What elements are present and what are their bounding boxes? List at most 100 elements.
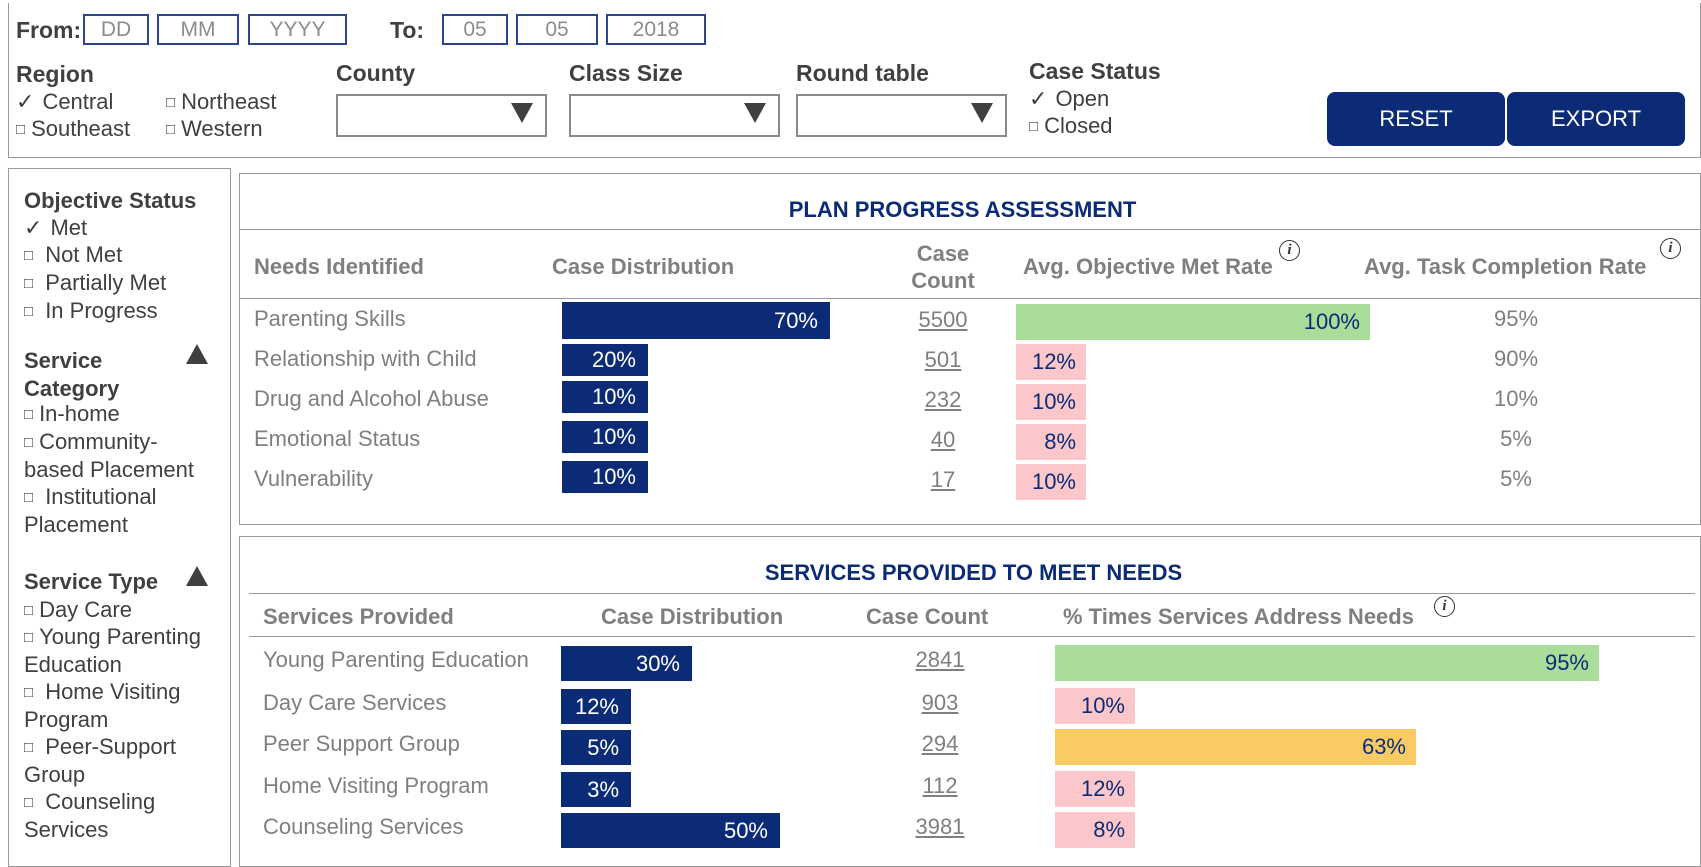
collapse-triangle-icon[interactable]: [186, 566, 208, 586]
region-option-western[interactable]: □ Western: [166, 116, 263, 142]
objective-met-rate-bar: 100%: [1016, 304, 1370, 340]
checkmark-icon: ✓: [24, 215, 43, 240]
from-month-field[interactable]: MM: [157, 14, 239, 45]
case-count-link[interactable]: 501: [924, 347, 962, 372]
service-type-option-home-visiting[interactable]: □ Home Visiting Program: [24, 678, 181, 733]
from-label: From:: [16, 17, 82, 43]
class-size-label: Class Size: [569, 60, 683, 86]
service-category-label-line: Service: [24, 348, 103, 373]
case-count-link[interactable]: 2841: [915, 647, 965, 672]
service-category-option-in-home[interactable]: □ In-home: [24, 400, 120, 428]
case-distribution-bar: 20%: [562, 344, 648, 376]
case-distribution-bar: 50%: [561, 813, 780, 848]
export-button[interactable]: EXPORT: [1507, 92, 1685, 146]
task-completion-rate: 10%: [1493, 386, 1539, 411]
checkbox-icon: □: [24, 629, 34, 646]
service-type-option-young-parenting[interactable]: □ Young Parenting Education: [24, 623, 201, 678]
service-type-option-label: Program: [24, 707, 109, 732]
service-label: Peer Support Group: [263, 731, 460, 756]
case-count-link[interactable]: 112: [922, 773, 958, 798]
region-option-northeast[interactable]: □ Northeast: [166, 89, 276, 115]
header-case-count: Case Count: [903, 240, 983, 294]
task-completion-rate: 95%: [1493, 306, 1539, 331]
address-needs-bar: 63%: [1055, 729, 1416, 765]
collapse-triangle-icon[interactable]: [186, 344, 208, 364]
case-distribution-bar: 12%: [561, 689, 631, 724]
from-label-text: From: [16, 17, 74, 43]
dropdown-arrow-icon: [511, 103, 533, 123]
case-distribution-bar: 5%: [561, 730, 631, 765]
region-option-label: Western: [181, 116, 263, 141]
to-year-field[interactable]: 2018: [606, 14, 706, 45]
plan-progress-panel: [239, 173, 1701, 525]
address-needs-bar: 8%: [1055, 812, 1135, 848]
objective-option-not-met[interactable]: □ Not Met: [24, 241, 122, 269]
service-type-option-label: Group: [24, 762, 86, 787]
objective-status-label: Objective Status: [24, 188, 197, 213]
divider: [240, 229, 1701, 230]
checkbox-icon: □: [24, 303, 34, 320]
header-percent-times-address-needs: % Times Services Address Needs: [1063, 604, 1414, 629]
need-label: Parenting Skills: [254, 306, 406, 331]
service-label: Counseling Services: [263, 814, 464, 839]
to-month-field[interactable]: 05: [516, 14, 598, 45]
region-option-central[interactable]: ✓ Central: [16, 89, 113, 115]
objective-option-in-progress[interactable]: □ In Progress: [24, 297, 158, 325]
info-icon[interactable]: i: [1434, 596, 1455, 617]
checkbox-icon: □: [24, 434, 34, 451]
region-option-label: Northeast: [181, 89, 277, 114]
objective-option-label: Partially Met: [45, 270, 167, 295]
objective-option-met[interactable]: ✓ Met: [24, 214, 87, 241]
case-count-link[interactable]: 17: [930, 467, 956, 492]
round-table-select[interactable]: [796, 94, 1007, 137]
address-needs-bar: 12%: [1055, 771, 1135, 807]
need-label: Emotional Status: [254, 426, 421, 451]
service-label: Young Parenting Education: [263, 647, 529, 672]
case-status-label: Case Status: [1029, 58, 1161, 84]
case-count-link[interactable]: 294: [921, 731, 959, 756]
case-count-link[interactable]: 903: [921, 690, 959, 715]
case-status-option-closed[interactable]: □ Closed: [1029, 113, 1113, 139]
case-distribution-bar: 30%: [561, 646, 692, 681]
case-count-link[interactable]: 40: [930, 427, 956, 452]
reset-button[interactable]: RESET: [1327, 92, 1505, 146]
sidebar-panel: [8, 168, 231, 867]
case-count-link[interactable]: 5500: [918, 307, 968, 332]
header-services-provided: Services Provided: [263, 604, 454, 629]
header-case-count-line: Count: [911, 268, 975, 293]
service-category-option-community[interactable]: □ Community-based Placement: [24, 428, 194, 483]
objective-option-partially-met[interactable]: □ Partially Met: [24, 269, 166, 297]
service-type-option-label: Services: [24, 817, 109, 842]
service-type-option-day-care[interactable]: □ Day Care: [24, 596, 132, 624]
round-table-label: Round table: [796, 60, 929, 86]
class-size-select[interactable]: [569, 94, 780, 137]
service-category-option-label: based Placement: [24, 457, 194, 482]
need-label: Vulnerability: [254, 466, 374, 491]
case-count-link[interactable]: 232: [924, 387, 962, 412]
service-type-option-counseling[interactable]: □ Counseling Services: [24, 788, 155, 843]
dropdown-arrow-icon: [744, 103, 766, 123]
objective-option-label: In Progress: [45, 298, 158, 323]
checkbox-icon: □: [166, 94, 176, 111]
service-category-option-institutional[interactable]: □ Institutional Placement: [24, 483, 156, 538]
case-count-link[interactable]: 3981: [915, 814, 965, 839]
task-completion-rate: 5%: [1500, 466, 1532, 491]
from-day-field[interactable]: DD: [83, 14, 149, 45]
objective-met-rate-bar: 8%: [1016, 424, 1086, 460]
case-distribution-bar: 70%: [562, 302, 830, 339]
info-icon[interactable]: i: [1279, 240, 1300, 261]
service-category-option-label: In-home: [39, 401, 120, 426]
to-day-field[interactable]: 05: [442, 14, 508, 45]
service-type-option-peer-support[interactable]: □ Peer-Support Group: [24, 733, 176, 788]
info-icon[interactable]: i: [1660, 238, 1681, 259]
county-select[interactable]: [336, 94, 547, 137]
region-option-southeast[interactable]: □ Southeast: [16, 116, 130, 142]
service-label: Home Visiting Program: [263, 773, 489, 798]
service-type-option-label: Home Visiting: [45, 679, 181, 704]
region-option-label: Southeast: [31, 116, 131, 141]
dropdown-arrow-icon: [971, 103, 993, 123]
from-year-field[interactable]: YYYY: [248, 14, 347, 45]
checkbox-icon: □: [24, 684, 34, 701]
region-option-label: Central: [42, 89, 114, 114]
case-status-option-open[interactable]: ✓ Open: [1029, 86, 1109, 112]
